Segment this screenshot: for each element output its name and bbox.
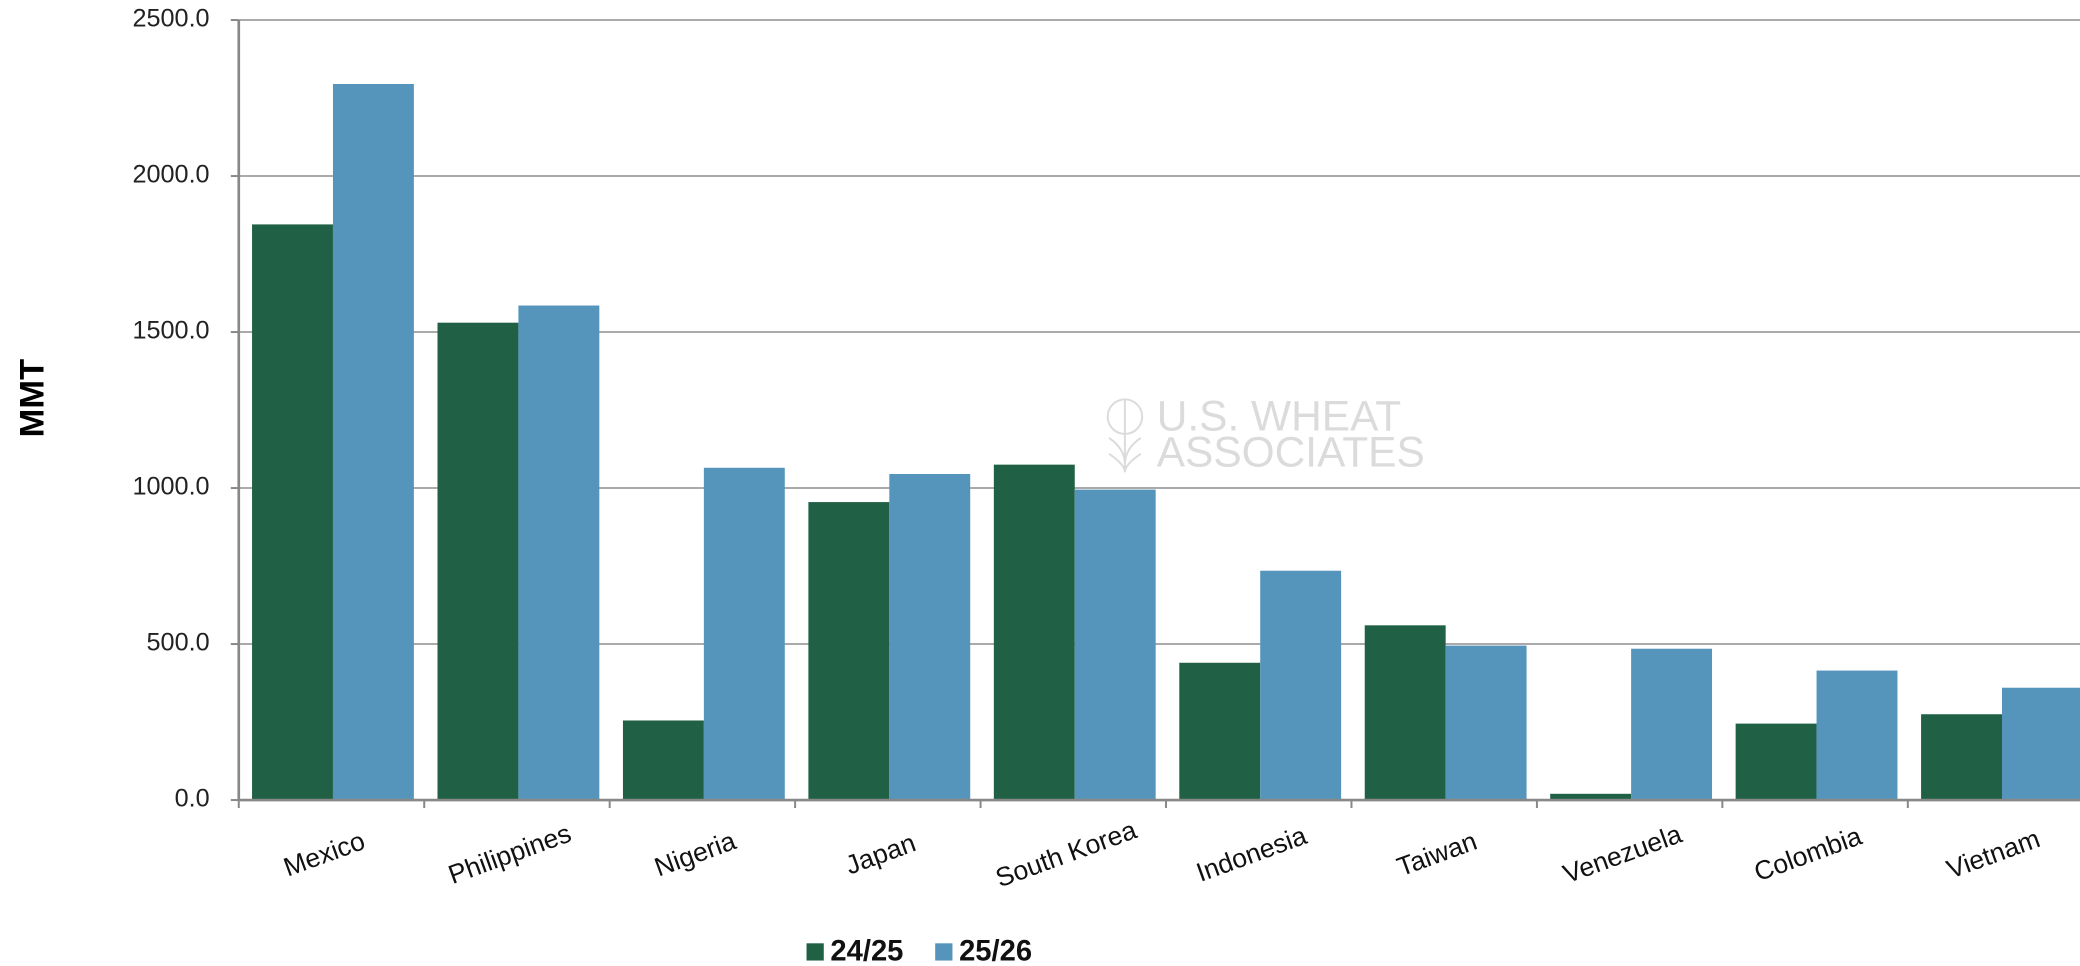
watermark-icon <box>1106 398 1144 435</box>
x-tick-label: Colombia <box>1750 821 1866 888</box>
watermark-text: U.S. WHEAT <box>1157 393 1401 440</box>
bar <box>252 224 333 801</box>
bar <box>622 720 704 801</box>
x-tick-label: Indonesia <box>1192 820 1311 888</box>
bar <box>889 474 971 801</box>
watermark-text: ASSOCIATES <box>1157 428 1425 475</box>
legend-swatch <box>806 943 824 961</box>
bar <box>808 502 890 801</box>
y-tick-label: 0.0 <box>175 785 210 813</box>
bar <box>1260 570 1342 801</box>
bar <box>1445 645 1527 801</box>
y-axis-label: MMT <box>14 359 52 437</box>
bar <box>2001 687 2080 801</box>
y-tick-label: 1000.0 <box>133 473 210 501</box>
x-tick-label: Vietnam <box>1943 823 2044 884</box>
x-tick-label: Taiwan <box>1393 826 1481 882</box>
bar <box>1550 793 1632 801</box>
bar <box>1631 648 1713 801</box>
legend-label: 25/26 <box>959 935 1032 966</box>
x-tick-label: Japan <box>841 827 919 880</box>
bar <box>1179 662 1261 801</box>
bar <box>993 464 1075 801</box>
legend-swatch <box>935 943 953 961</box>
bar <box>518 305 600 801</box>
legend-label: 24/25 <box>830 935 903 966</box>
x-tick-label: Mexico <box>280 825 369 882</box>
bar <box>1074 489 1156 801</box>
y-tick-label: 1500.0 <box>133 317 210 345</box>
bar <box>437 322 519 801</box>
watermark-icon <box>1108 399 1142 473</box>
bar <box>1921 714 2002 801</box>
watermark: U.S. WHEAT ASSOCIATES <box>1106 393 1425 475</box>
x-tick-label: South Korea <box>992 814 1141 893</box>
bar <box>703 467 785 801</box>
bar <box>1364 625 1446 801</box>
bar <box>332 84 414 801</box>
y-tick-label: 2500.0 <box>133 5 210 33</box>
bar <box>1816 670 1898 801</box>
y-tick-label: 2000.0 <box>133 161 210 189</box>
bar <box>1735 723 1817 801</box>
x-tick-label: Nigeria <box>650 825 739 882</box>
x-tick-label: Philippines <box>444 818 575 890</box>
y-tick-label: 500.0 <box>147 629 210 657</box>
x-tick-label: Venezuela <box>1559 819 1686 890</box>
